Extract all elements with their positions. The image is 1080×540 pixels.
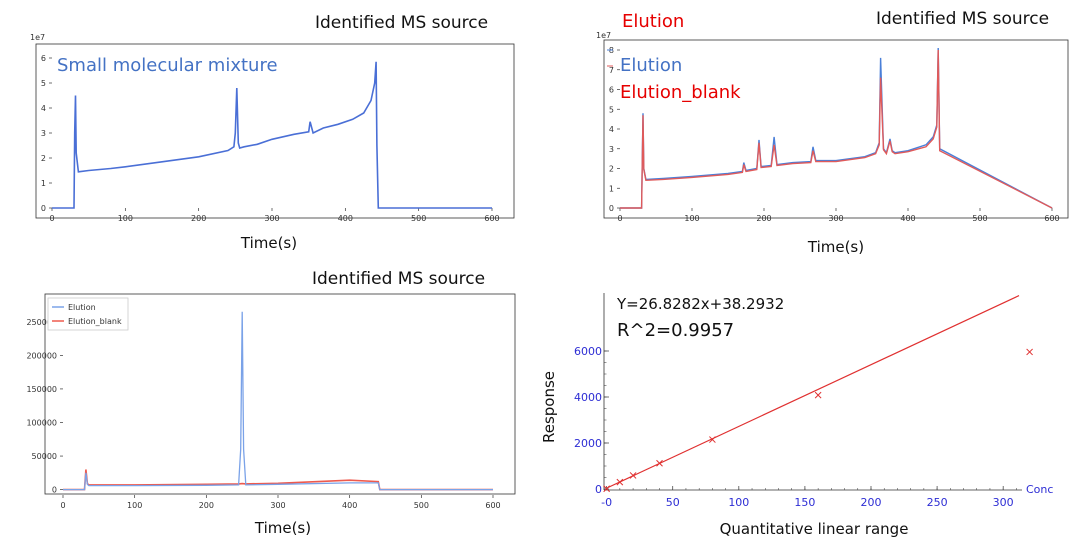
y-tick-label: 6 <box>41 54 46 63</box>
x-tick-label: 400 <box>900 214 915 223</box>
y-tick-label: 0 <box>595 483 602 496</box>
chart-elution-comparison: Identified MS source 0 100 200 300 400 500 600… <box>26 269 516 537</box>
x-tick-label: 200 <box>756 214 771 223</box>
y-tick-label: 5 <box>41 79 46 88</box>
x-tick-label: 100 <box>127 501 142 510</box>
chart-panel-bottom-right: -0 50 100 150 200 250 300 0 2000 4000 6000 Y=26.8… <box>540 270 1080 540</box>
data-point <box>709 436 716 443</box>
x-axis-label: Time(s) <box>254 519 311 537</box>
x-tick-label: 300 <box>828 214 843 223</box>
data-point <box>616 478 624 486</box>
y-tick-label: 0 <box>52 486 57 495</box>
x-tick-label: 250 <box>927 496 948 509</box>
chart-title: Identified MS source <box>315 13 488 33</box>
plot-frame <box>35 43 515 219</box>
chart-subtitle: Quantitative linear range <box>720 520 909 538</box>
y-tick-label: 7 <box>609 66 614 75</box>
x-axis-label: Time(s) <box>240 234 297 252</box>
y-axis-label: Response <box>540 371 558 443</box>
y-tick-label: 4000 <box>574 391 602 404</box>
y-tick-label: 2 <box>41 154 46 163</box>
y-tick-label: 2 <box>609 165 614 174</box>
chart-small-molecular-mixture: Identified MS source 1e7 0 100 200 300 400 50… <box>30 13 515 252</box>
y-tick-label: 150000 <box>26 385 57 394</box>
y-tick-label: 250000 <box>26 318 57 327</box>
y-tick-label: 2000 <box>574 437 602 450</box>
x-tick-label: 400 <box>338 214 353 223</box>
data-point <box>656 459 663 467</box>
x-tick-label: 300 <box>264 214 279 223</box>
x-tick-label: 500 <box>411 214 426 223</box>
x-axis-label: Conc <box>1026 483 1053 496</box>
chart-elution: Elution Identified MS source 1e7 0 100 200… <box>596 9 1069 256</box>
chart-title: Identified MS source <box>876 9 1049 29</box>
data-point <box>1026 348 1033 356</box>
x-tick-label: 500 <box>972 214 987 223</box>
series-line-elution-blank <box>63 469 493 491</box>
series-line-elution <box>620 47 1053 209</box>
x-tick-label: 150 <box>794 496 815 509</box>
legend-entry-elution: Elution <box>620 55 682 76</box>
x-tick-label: 600 <box>484 214 499 223</box>
x-tick-label: 100 <box>118 214 133 223</box>
x-tick-label: 500 <box>414 501 429 510</box>
x-axis-label: Time(s) <box>807 238 864 256</box>
series-line <box>52 61 492 209</box>
series-line-elution-blank <box>620 49 1053 209</box>
legend-entry-elution-blank: Elution_blank <box>620 82 741 103</box>
y-tick-label: 0 <box>41 204 46 213</box>
y-exponent-label: 1e7 <box>596 31 611 40</box>
annotation-small-molecular-mixture: Small molecular mixture <box>57 55 278 76</box>
plot-frame <box>603 39 1069 219</box>
y-tick-label: 3 <box>41 129 46 138</box>
legend-entry-elution: Elution <box>68 303 96 312</box>
fit-line <box>606 295 1020 489</box>
series-line-elution <box>63 311 493 491</box>
x-tick-label: -0 <box>601 496 612 509</box>
data-point <box>814 391 822 399</box>
legend-entry-elution-blank: Elution_blank <box>68 317 122 326</box>
x-tick-label: 50 <box>666 496 680 509</box>
chart-quantitative-linear-range: -0 50 100 150 200 250 300 0 2000 4000 6000 Y=26.8… <box>540 293 1053 538</box>
x-tick-label: 200 <box>860 496 881 509</box>
y-exponent-label: 1e7 <box>30 33 45 42</box>
chart-title: Identified MS source <box>312 269 485 289</box>
chart-panel-top-left: Identified MS source 1e7 0 100 200 300 400 50… <box>0 0 540 270</box>
x-tick-label: 200 <box>199 501 214 510</box>
chart-panel-top-right: Elution Identified MS source 1e7 0 100 200… <box>540 0 1080 270</box>
y-tick-label: 4 <box>609 125 614 134</box>
fit-equation: Y=26.8282x+38.2932 <box>616 295 784 313</box>
data-point <box>629 472 637 479</box>
elution-heading: Elution <box>622 11 684 32</box>
chart-panel-bottom-left: Identified MS source 0 100 200 300 400 500 600… <box>0 269 540 540</box>
y-tick-label: 4 <box>41 104 46 113</box>
x-tick-label: 0 <box>60 501 65 510</box>
legend-box <box>47 297 129 331</box>
y-tick-label: 1 <box>609 184 614 193</box>
x-tick-label: 300 <box>270 501 285 510</box>
x-tick-label: 100 <box>728 496 749 509</box>
y-tick-label: 50000 <box>32 452 57 461</box>
y-tick-label: 1 <box>41 179 46 188</box>
x-tick-label: 400 <box>342 501 357 510</box>
y-tick-label: 6000 <box>574 345 602 358</box>
y-tick-label: 5 <box>609 105 614 114</box>
y-tick-label: 100000 <box>26 418 57 427</box>
y-tick-label: 6 <box>609 86 614 95</box>
data-point <box>603 485 610 493</box>
x-tick-label: 200 <box>191 214 206 223</box>
x-tick-label: 300 <box>993 496 1014 509</box>
x-tick-label: 100 <box>684 214 699 223</box>
x-tick-label: 0 <box>617 214 622 223</box>
plot-frame <box>44 293 516 495</box>
y-tick-label: 0 <box>609 204 614 213</box>
r-squared: R^2=0.9957 <box>617 320 734 341</box>
x-tick-label: 0 <box>49 214 54 223</box>
y-tick-label: 3 <box>609 145 614 154</box>
x-tick-label: 600 <box>485 501 500 510</box>
x-tick-label: 600 <box>1044 214 1059 223</box>
y-tick-label: 200000 <box>26 351 57 360</box>
